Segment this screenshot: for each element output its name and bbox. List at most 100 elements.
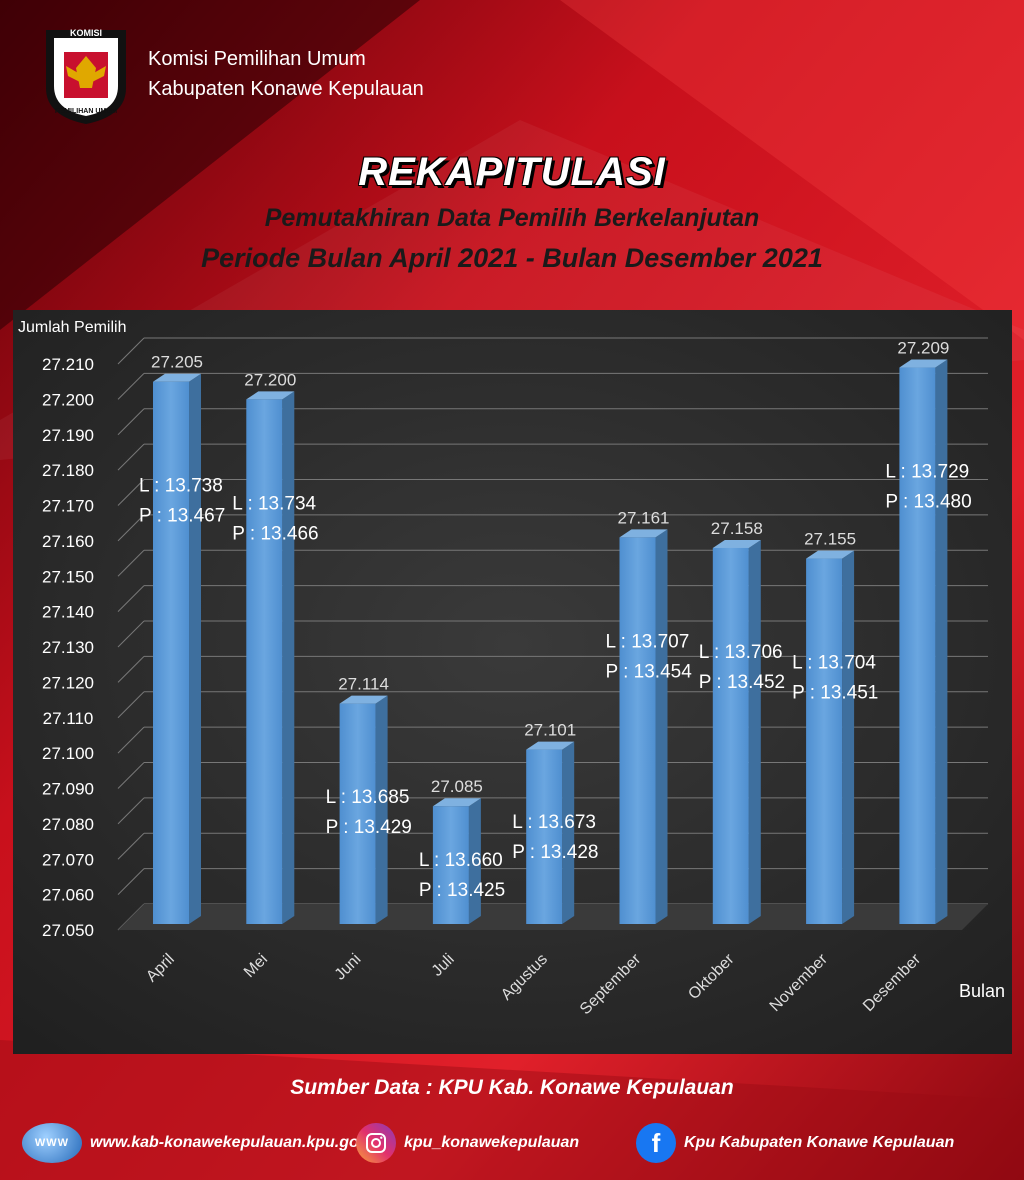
bar-november xyxy=(806,550,855,924)
y-tick-label: 27.210 xyxy=(42,355,94,374)
gridline-diag xyxy=(117,408,145,436)
y-tick-label: 27.070 xyxy=(42,850,94,869)
bar-front xyxy=(246,399,283,924)
bar-chart: 27.210 27.200 27.190 27.180 27.170 27.160 27.1… xyxy=(13,310,1012,1054)
y-tick-label: 27.190 xyxy=(42,426,94,445)
bar-top xyxy=(899,359,948,368)
bar-top xyxy=(246,391,295,400)
female-count-label: P : 13.466 xyxy=(232,523,318,544)
bar-mei xyxy=(246,391,295,924)
y-tick-label: 27.180 xyxy=(42,461,94,480)
svg-text:KOMISI: KOMISI xyxy=(70,28,102,38)
female-count-label: P : 13.429 xyxy=(326,817,412,838)
value-label: 27.158 xyxy=(711,519,763,538)
bar-side xyxy=(655,529,668,924)
bar-juni xyxy=(339,695,388,924)
facebook-link[interactable]: f Kpu Kabupaten Konawe Kepulauan xyxy=(636,1120,954,1166)
page-title: REKAPITULASI xyxy=(358,150,666,194)
gridline-diag xyxy=(117,691,145,719)
org-line-2: Kabupaten Konawe Kepulauan xyxy=(148,78,424,100)
value-label: 27.161 xyxy=(618,508,670,527)
gridline-diag xyxy=(117,443,145,471)
x-axis-label: Bulan xyxy=(959,981,1005,1001)
gridline-diag xyxy=(117,373,145,400)
bar-side xyxy=(842,550,855,924)
header: KOMISI PEMILIHAN UMUM Komisi Pemilihan U… xyxy=(0,0,1024,140)
bar-top xyxy=(432,798,481,807)
website-url: www.kab-konawekepulauan.kpu.go.id xyxy=(90,1134,378,1151)
bar-side xyxy=(468,798,481,924)
gridline-diag xyxy=(117,797,145,825)
bar-front xyxy=(899,367,936,925)
bar-front xyxy=(526,749,563,924)
chart-container: 27.210 27.200 27.190 27.180 27.170 27.160 27.1… xyxy=(13,310,1012,1054)
website-link[interactable]: WWW www.kab-konawekepulauan.kpu.go.id xyxy=(22,1120,377,1166)
bar-juli xyxy=(432,798,481,924)
instagram-icon xyxy=(356,1123,396,1163)
male-count-label: L : 13.707 xyxy=(606,631,690,652)
data-source: Sumber Data : KPU Kab. Konawe Kepulauan xyxy=(290,1076,734,1099)
y-tick-label: 27.170 xyxy=(42,497,94,516)
bar-top xyxy=(619,529,668,538)
bar-front xyxy=(806,558,843,924)
female-count-label: P : 13.467 xyxy=(139,506,225,527)
y-tick-label: 27.120 xyxy=(42,673,94,692)
y-tick-label: 27.200 xyxy=(42,390,94,409)
bar-side xyxy=(375,695,388,924)
y-tick-label: 27.050 xyxy=(42,921,94,940)
facebook-page: Kpu Kabupaten Konawe Kepulauan xyxy=(684,1134,955,1151)
value-label: 27.101 xyxy=(524,721,576,740)
bar-front xyxy=(712,547,749,924)
subtitle-2: Periode Bulan April 2021 - Bulan Desembe… xyxy=(201,243,823,273)
facebook-icon: f xyxy=(636,1123,676,1163)
y-tick-label: 27.060 xyxy=(42,886,94,905)
gridline-diag xyxy=(117,726,145,754)
male-count-label: L : 13.660 xyxy=(419,850,503,871)
organization-name: Komisi Pemilihan Umum Kabupaten Konawe K… xyxy=(148,44,424,104)
y-tick-label: 27.080 xyxy=(42,815,94,834)
bar-agustus xyxy=(526,741,575,924)
y-tick-label: 27.110 xyxy=(43,709,94,728)
y-tick-label: 27.160 xyxy=(42,532,94,551)
bar-top xyxy=(712,539,761,548)
value-label: 27.205 xyxy=(151,353,203,372)
female-count-label: P : 13.425 xyxy=(419,880,505,901)
y-tick-label: 27.150 xyxy=(42,567,94,586)
bar-april xyxy=(153,373,201,924)
male-count-label: L : 13.685 xyxy=(326,787,410,808)
gridline-diag xyxy=(117,479,145,506)
y-tick-label: 27.100 xyxy=(42,744,94,763)
bar-top xyxy=(806,550,855,559)
value-label: 27.155 xyxy=(804,530,856,549)
gridline-diag xyxy=(117,514,145,542)
female-count-label: P : 13.451 xyxy=(792,683,878,704)
instagram-link[interactable]: kpu_konawekepulauan xyxy=(356,1120,579,1166)
gridline-diag xyxy=(117,762,145,789)
subtitle-1: Pemutakhiran Data Pemilih Berkelanjutan xyxy=(264,204,760,232)
male-count-label: L : 13.673 xyxy=(512,812,596,833)
bar-side xyxy=(189,373,201,924)
bar-side xyxy=(282,391,295,924)
female-count-label: P : 13.428 xyxy=(512,842,598,863)
bar-side xyxy=(562,741,575,924)
value-label: 27.114 xyxy=(338,675,389,694)
bar-september xyxy=(619,529,668,924)
male-count-label: L : 13.729 xyxy=(885,462,969,483)
gridline-diag xyxy=(117,656,145,683)
gridline-diag xyxy=(117,585,145,612)
male-count-label: L : 13.704 xyxy=(792,653,876,674)
bar-top xyxy=(339,695,388,704)
y-tick-label: 27.130 xyxy=(42,638,94,657)
gridline-diag xyxy=(117,337,145,365)
bar-side xyxy=(748,539,761,924)
male-count-label: L : 13.738 xyxy=(139,476,223,497)
value-label: 27.085 xyxy=(431,777,483,796)
male-count-label: L : 13.734 xyxy=(232,493,316,514)
svg-text:PEMILIHAN UMUM: PEMILIHAN UMUM xyxy=(55,108,117,115)
globe-icon: WWW xyxy=(22,1123,82,1163)
gridline-diag xyxy=(117,549,145,577)
bar-side xyxy=(935,359,948,925)
female-count-label: P : 13.452 xyxy=(699,672,785,693)
y-tick-label: 27.140 xyxy=(42,603,94,622)
y-tick-label: 27.090 xyxy=(42,780,94,799)
